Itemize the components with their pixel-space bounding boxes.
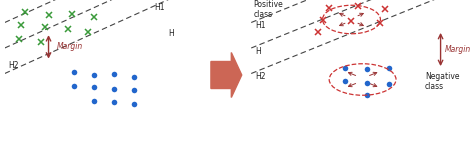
Text: H2: H2 [255, 72, 266, 81]
Text: Negative
class: Negative class [425, 72, 459, 91]
Text: Positive
class: Positive class [254, 0, 283, 19]
Text: H: H [168, 28, 174, 38]
Text: H2: H2 [9, 61, 19, 70]
Text: H: H [255, 46, 262, 56]
Text: Margin: Margin [445, 45, 471, 54]
Text: Margin: Margin [56, 42, 83, 51]
Text: H1: H1 [154, 3, 164, 12]
Text: H1: H1 [255, 21, 266, 30]
